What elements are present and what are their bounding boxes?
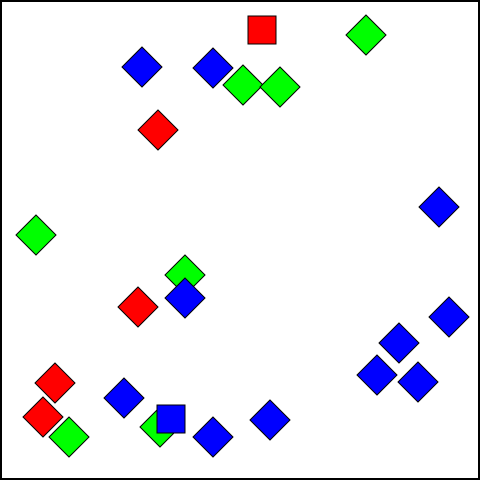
blue-diamond-piece[interactable] — [428, 296, 470, 338]
blue-diamond-piece[interactable] — [121, 46, 163, 88]
blue-diamond-piece[interactable] — [418, 186, 460, 228]
green-diamond-piece[interactable] — [15, 214, 57, 256]
red-diamond-piece[interactable] — [137, 109, 179, 151]
blue-diamond-piece[interactable] — [378, 322, 420, 364]
blue-diamond-piece[interactable] — [397, 361, 439, 403]
blue-diamond-piece[interactable] — [164, 277, 206, 319]
blue-diamond-piece[interactable] — [103, 377, 145, 419]
red-diamond-piece[interactable] — [34, 362, 76, 404]
blue-diamond-piece[interactable] — [192, 47, 234, 89]
blue-diamond-piece[interactable] — [249, 399, 291, 441]
blue-square-piece[interactable] — [156, 404, 186, 434]
blue-diamond-piece[interactable] — [192, 416, 234, 458]
green-diamond-piece[interactable] — [222, 64, 264, 106]
pieces-layer — [15, 14, 470, 458]
red-diamond-piece[interactable] — [117, 286, 159, 328]
blue-diamond-piece[interactable] — [356, 354, 398, 396]
red-diamond-piece[interactable] — [22, 396, 64, 438]
green-diamond-piece[interactable] — [48, 416, 90, 458]
green-diamond-piece[interactable] — [259, 66, 301, 108]
red-square-piece[interactable] — [247, 15, 277, 45]
green-diamond-piece[interactable] — [345, 14, 387, 56]
